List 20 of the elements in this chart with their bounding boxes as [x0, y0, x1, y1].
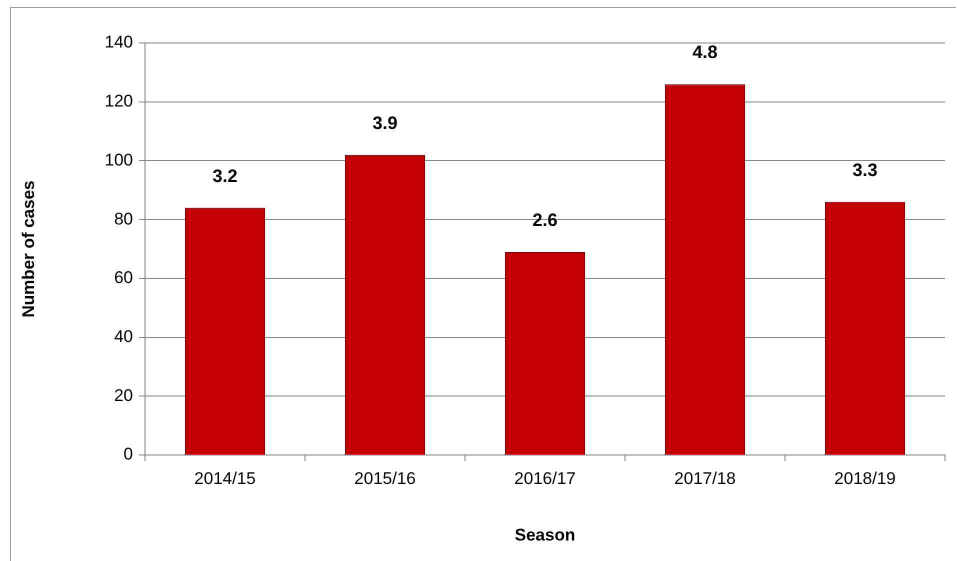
x-tick-label: 2018/19 — [834, 468, 896, 488]
annotation: 3.9 — [372, 112, 398, 133]
y-tick-label: 40 — [114, 326, 133, 346]
x-tick-label: 2014/15 — [194, 468, 256, 488]
y-tick-label: 20 — [114, 386, 133, 405]
y-axis-title: Number of cases — [18, 180, 38, 318]
x-tick-label: 2016/17 — [514, 468, 576, 488]
x-axis-title: Season — [514, 525, 576, 544]
y-tick-label: 60 — [114, 268, 133, 288]
y-tick-label: 120 — [104, 92, 133, 111]
y-tick-label: 0 — [124, 444, 133, 464]
y-tick-label: 140 — [104, 32, 133, 52]
y-tick-label: 80 — [114, 209, 133, 228]
annotation: 4.8 — [692, 42, 718, 62]
x-tick-label: 2015/16 — [354, 468, 416, 488]
annotation: 2.6 — [532, 210, 558, 230]
annotation: 3.2 — [212, 166, 238, 186]
x-tick-label: 2017/18 — [674, 468, 736, 488]
annotation: 3.3 — [852, 160, 878, 180]
y-tick-label: 100 — [104, 150, 133, 170]
